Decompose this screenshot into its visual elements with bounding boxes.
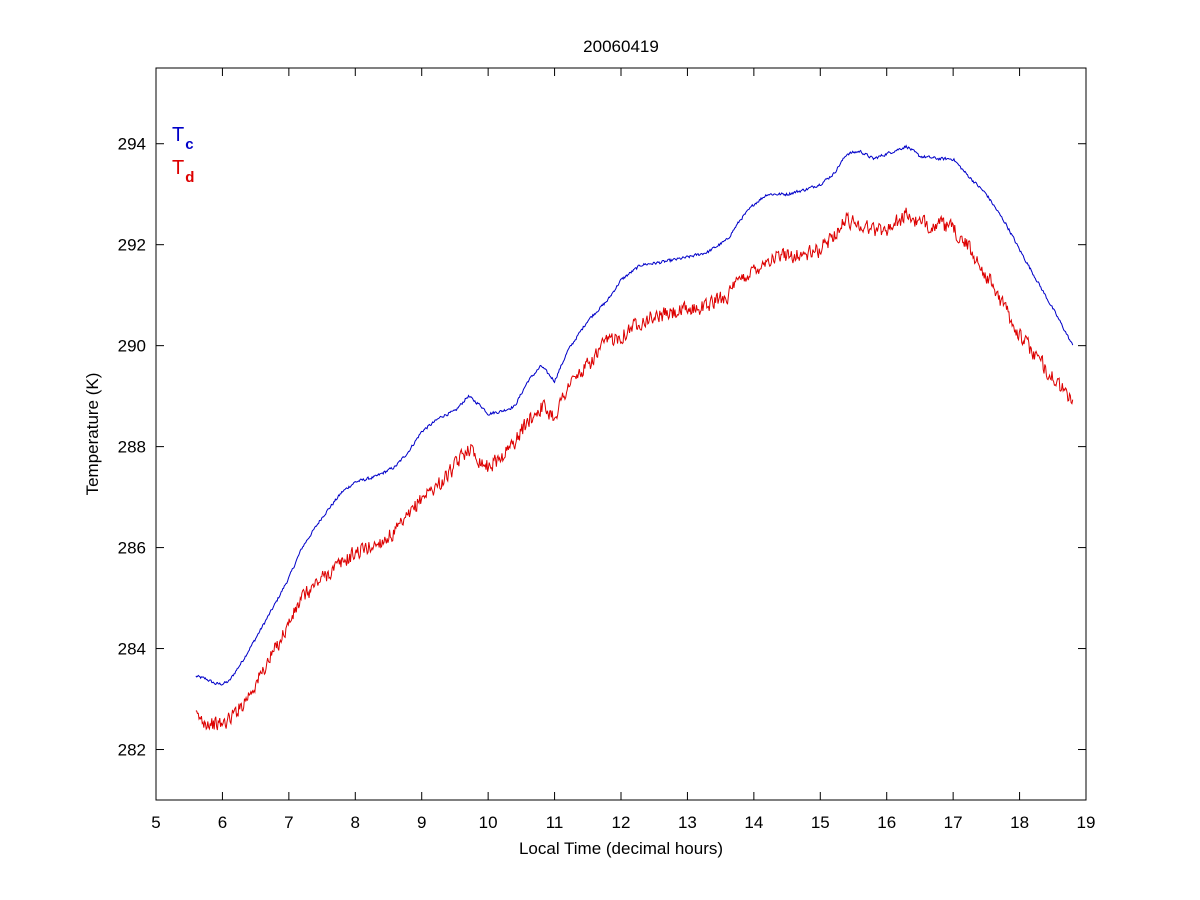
series-line-td [195, 207, 1074, 731]
x-tick-label: 19 [1077, 813, 1096, 832]
x-tick-label: 18 [1010, 813, 1029, 832]
x-tick-label: 7 [284, 813, 293, 832]
x-tick-label: 11 [546, 813, 564, 832]
x-tick-label: 14 [744, 813, 763, 832]
x-tick-label: 10 [479, 813, 498, 832]
legend-entry-tc: Tc [172, 124, 194, 153]
x-tick-label: 12 [612, 813, 631, 832]
series-line-tc [195, 144, 1074, 686]
x-tick-label: 17 [944, 813, 963, 832]
legend: Tc Td [172, 124, 194, 186]
x-tick-label: 5 [151, 813, 160, 832]
x-tick-label: 15 [811, 813, 830, 832]
y-tick-label: 290 [118, 337, 146, 356]
y-tick-label: 288 [118, 438, 146, 457]
x-tick-label: 6 [218, 813, 227, 832]
plot-area [156, 68, 1086, 800]
y-tick-label: 286 [118, 539, 146, 558]
x-tick-label: 13 [678, 813, 697, 832]
y-tick-label: 284 [118, 640, 146, 659]
x-tick-label: 8 [351, 813, 360, 832]
y-tick-label: 292 [118, 236, 146, 255]
chart-title: 20060419 [583, 37, 659, 56]
y-tick-label: 282 [118, 741, 146, 760]
x-axis-label: Local Time (decimal hours) [519, 839, 723, 858]
legend-entry-td: Td [172, 157, 194, 186]
y-axis-label: Temperature (K) [83, 373, 102, 496]
y-tick-label: 294 [118, 135, 146, 154]
tick-layer: 5 6 7 8 9 10 11 12 13 14 15 16 17 18 19 282 284 286 288 290… [118, 68, 1096, 832]
x-tick-label: 16 [877, 813, 896, 832]
series-layer [195, 144, 1074, 731]
x-tick-label: 9 [417, 813, 426, 832]
